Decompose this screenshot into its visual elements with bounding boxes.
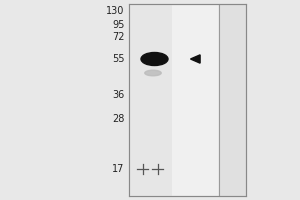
Ellipse shape [141,52,168,66]
Text: 17: 17 [112,164,124,174]
Text: 130: 130 [106,6,124,16]
Text: 28: 28 [112,114,124,124]
Bar [219,4,246,196]
Text: 72: 72 [112,32,124,42]
Text: 95: 95 [112,20,124,30]
Polygon shape [190,55,200,63]
Text: 36: 36 [112,90,124,100]
Bar [129,4,172,196]
Text: 55: 55 [112,54,124,64]
Bar [129,4,219,196]
Ellipse shape [145,70,161,76]
